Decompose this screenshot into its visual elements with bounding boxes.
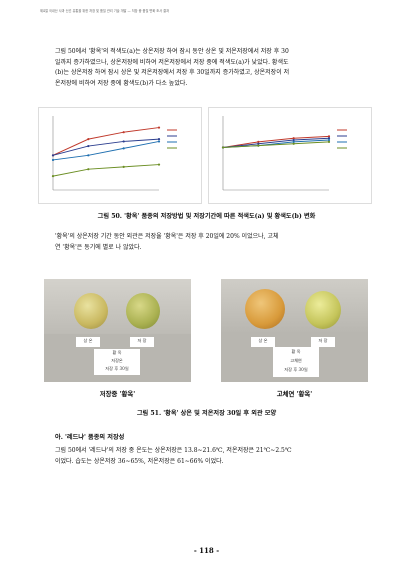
photo-card-left: 황 옥 저장온 저장 후 30일 <box>94 349 140 375</box>
data-point <box>87 144 90 148</box>
figure-50-caption: 그림 50. '황옥' 품종의 저장방법 및 저장기간에 따른 적색도(a) 및… <box>97 213 316 220</box>
section-heading: 아. '레드냐' 품종의 저장성 <box>55 434 125 441</box>
data-point <box>327 137 331 140</box>
figure-51-caption: 그림 51. '황옥' 상온 및 저온저장 30일 후 외관 모양 <box>136 410 277 417</box>
para3-line: 이었다. 습도는 상온저장 36~65%, 저온저장은 61~66% 이었다. <box>55 457 224 465</box>
chart-yellowness-svg <box>221 116 347 191</box>
para1-line: 일까지 증가하였으나, 상온저장에 비하여 저온저장에서 저장 중에 적색도(a… <box>55 58 289 66</box>
data-point <box>51 175 55 178</box>
photo-caption-right: 고체연 '황옥' <box>276 390 313 398</box>
data-point <box>292 138 295 142</box>
data-point <box>122 140 125 143</box>
data-point <box>87 154 90 157</box>
para3-line: 그림 50에서 '레드냐'의 저장 중 온도는 상온저장은 13.8~21.6℃… <box>55 447 292 454</box>
card-line: 황 옥 <box>112 350 122 355</box>
paragraph-1: 그림 50에서 '황옥'의 적색도(a)는 상온저장 하여 잠시 동안 상온 및… <box>55 47 355 89</box>
tag-right-2: 저 장 <box>311 337 335 347</box>
data-point <box>122 165 125 168</box>
photo-stored-apples: 상 온 저 장 황 옥 저장온 저장 후 30일 <box>44 279 191 382</box>
card-line: 저장온 <box>111 358 123 363</box>
photo-fresh-apples: 상 온 저 장 황 옥 고체연 저장 후 30일 <box>221 279 368 382</box>
tag-left-1: 상 온 <box>76 337 100 347</box>
apple-image <box>245 289 285 329</box>
page-number: - 118 - <box>193 546 220 555</box>
para1-line: 온저장에 비하여 저장 중에 황색도(b)가 다소 높았다. <box>55 79 188 87</box>
data-point <box>157 163 161 166</box>
data-point <box>221 146 225 149</box>
photo-card-right: 황 옥 고체연 저장 후 30일 <box>273 347 319 377</box>
data-point <box>157 126 161 129</box>
card-line: 저장 후 30일 <box>105 366 129 371</box>
running-header: 제4절 국내산 사과 신선 유통을 위한 저장 및 품질 관리 기술 개발 — … <box>40 9 170 13</box>
para2-line: 연 '황옥'은 동기에 별로 나 않았다. <box>55 243 142 251</box>
data-point <box>51 158 55 162</box>
paragraph-2: '황옥'의 상온저장 기간 동안 외관은 저장율 '황옥'은 저장 후 20일에… <box>55 232 355 253</box>
series-line <box>52 138 160 156</box>
series-line <box>222 135 330 148</box>
data-point <box>257 142 260 145</box>
chart-yellowness <box>208 107 372 204</box>
para2-line: '황옥'의 상온저장 기간 동안 외관은 저장율 '황옥'은 저장 후 20일에… <box>55 233 279 240</box>
data-point <box>157 138 161 141</box>
chart-redness-svg <box>51 116 177 191</box>
series-line <box>222 137 330 148</box>
series-line <box>52 164 160 177</box>
data-point <box>51 154 55 157</box>
data-point <box>292 137 295 140</box>
data-point <box>257 144 260 147</box>
card-line: 황 옥 <box>291 349 301 354</box>
series-line <box>222 141 330 148</box>
photo-caption-left: 저장중 '황옥' <box>99 390 136 398</box>
apple-image <box>305 291 341 329</box>
apple-image <box>126 293 160 329</box>
data-point <box>292 140 295 143</box>
data-point <box>157 140 161 143</box>
data-point <box>327 135 331 138</box>
para1-line: 그림 50에서 '황옥'의 적색도(a)는 상온저장 하여 잠시 동안 상온 및… <box>55 48 289 55</box>
apple-image <box>74 293 108 329</box>
data-point <box>292 142 295 145</box>
data-point <box>122 131 125 134</box>
tag-right-1: 상 온 <box>251 337 275 347</box>
data-point <box>327 140 331 143</box>
data-point <box>87 138 90 141</box>
data-point <box>122 147 125 150</box>
paragraph-3: 그림 50에서 '레드냐'의 저장 중 온도는 상온저장은 13.8~21.6℃… <box>55 446 355 467</box>
para1-line: (b)는 상온저장 하여 잠시 상온 및 저온저장에서 저장 후 30일까지 증… <box>55 69 290 76</box>
data-point <box>327 138 331 142</box>
series-line <box>52 127 160 156</box>
chart-redness <box>38 107 202 204</box>
data-point <box>87 168 90 171</box>
card-line: 고체연 <box>290 358 302 363</box>
tag-left-2: 저 장 <box>130 337 154 347</box>
card-line: 저장 후 30일 <box>284 367 308 372</box>
series-line <box>52 140 160 161</box>
data-point <box>257 140 260 143</box>
